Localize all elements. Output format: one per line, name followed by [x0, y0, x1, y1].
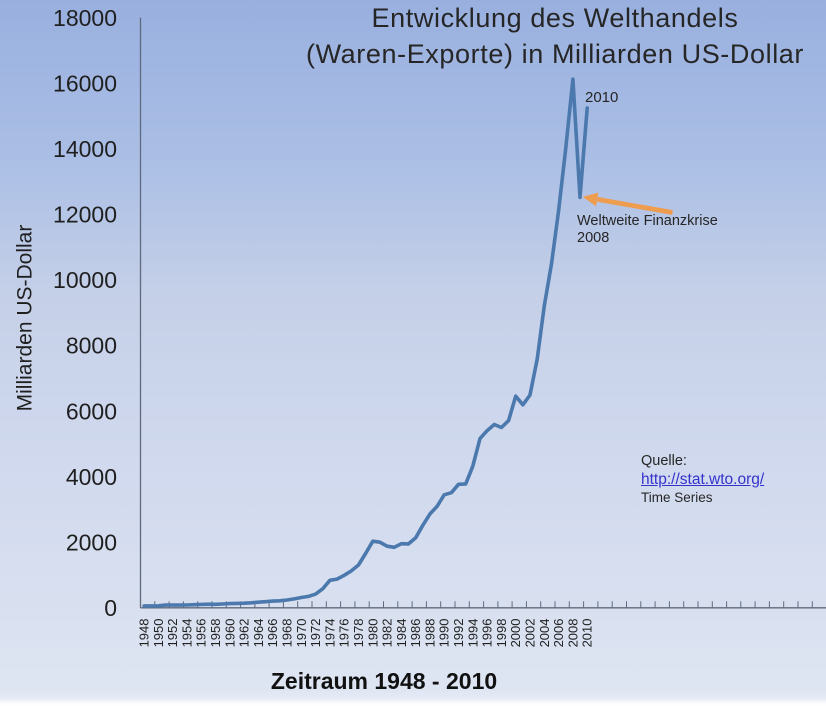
svg-text:2000: 2000 — [66, 529, 117, 555]
svg-text:1976: 1976 — [337, 619, 352, 648]
svg-text:2010: 2010 — [580, 619, 595, 648]
svg-text:16000: 16000 — [53, 70, 117, 96]
svg-text:14000: 14000 — [53, 136, 117, 162]
svg-text:1984: 1984 — [394, 619, 409, 648]
svg-text:2002: 2002 — [523, 619, 538, 648]
svg-text:1992: 1992 — [451, 619, 466, 648]
svg-text:1948: 1948 — [137, 619, 152, 648]
svg-text:18000: 18000 — [53, 5, 117, 31]
svg-text:1990: 1990 — [437, 619, 452, 648]
svg-text:1982: 1982 — [380, 619, 395, 648]
svg-text:1988: 1988 — [423, 619, 438, 648]
svg-text:1966: 1966 — [265, 619, 280, 648]
svg-text:Milliarden US-Dollar: Milliarden US-Dollar — [14, 225, 37, 412]
svg-text:1958: 1958 — [208, 619, 223, 648]
svg-text:2008: 2008 — [565, 619, 580, 648]
svg-text:0: 0 — [104, 595, 117, 621]
svg-text:1964: 1964 — [251, 619, 266, 648]
svg-text:1950: 1950 — [151, 619, 166, 648]
svg-text:8000: 8000 — [66, 333, 117, 359]
svg-text:1996: 1996 — [480, 619, 495, 648]
svg-text:2000: 2000 — [508, 619, 523, 648]
svg-text:2006: 2006 — [551, 619, 566, 648]
svg-text:1952: 1952 — [165, 619, 180, 648]
svg-text:1994: 1994 — [465, 619, 480, 648]
svg-text:1962: 1962 — [237, 619, 252, 648]
svg-text:10000: 10000 — [53, 267, 117, 293]
svg-text:4000: 4000 — [66, 464, 117, 490]
svg-text:12000: 12000 — [53, 202, 117, 228]
svg-text:1986: 1986 — [408, 619, 423, 648]
svg-text:1960: 1960 — [222, 619, 237, 648]
svg-text:1956: 1956 — [194, 619, 209, 648]
svg-text:1974: 1974 — [322, 619, 337, 648]
svg-text:1980: 1980 — [365, 619, 380, 648]
svg-text:1968: 1968 — [280, 619, 295, 648]
svg-text:2004: 2004 — [537, 619, 552, 648]
svg-text:1970: 1970 — [294, 619, 309, 648]
svg-text:1978: 1978 — [351, 619, 366, 648]
svg-text:1972: 1972 — [308, 619, 323, 648]
svg-text:1998: 1998 — [494, 619, 509, 648]
svg-text:1954: 1954 — [180, 619, 195, 648]
svg-text:6000: 6000 — [66, 398, 117, 424]
